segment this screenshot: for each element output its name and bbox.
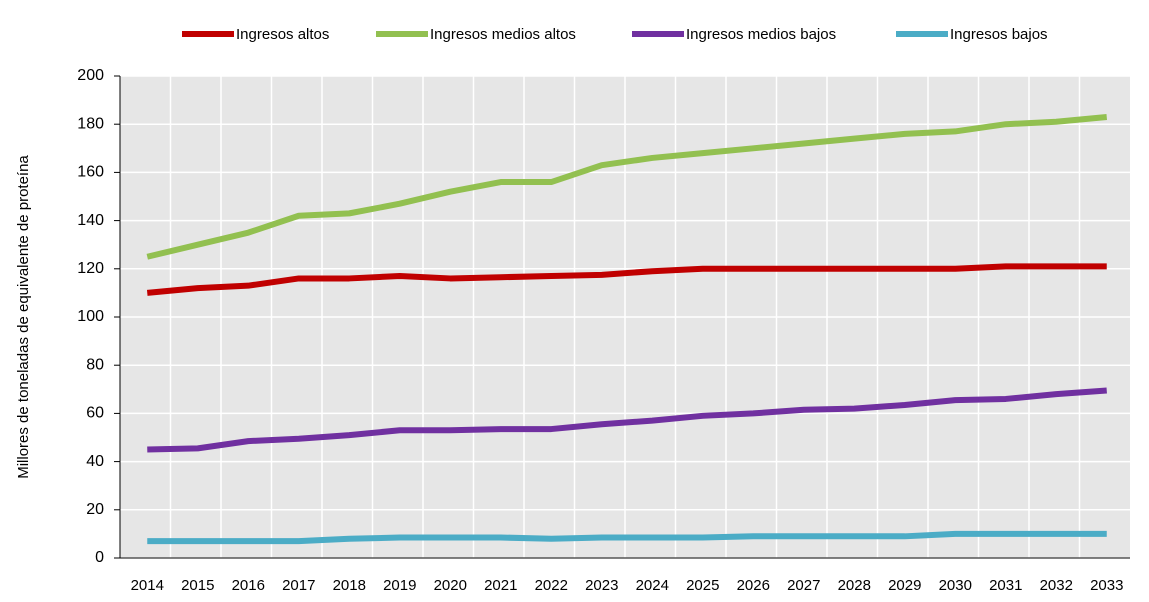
x-tick-label: 2026	[737, 577, 770, 594]
x-tick-label: 2032	[1040, 577, 1073, 594]
x-tick-label: 2016	[232, 577, 265, 594]
y-tick-label: 200	[77, 67, 104, 84]
y-tick-label: 160	[77, 164, 104, 181]
y-tick-label: 100	[77, 308, 104, 325]
x-tick-label: 2029	[888, 577, 921, 594]
x-tick-label: 2033	[1090, 577, 1123, 594]
x-tick-label: 2024	[636, 577, 669, 594]
y-axis-label: Millores de toneladas de equivalente de …	[15, 155, 32, 479]
series-line	[147, 530, 1107, 545]
x-tick-label: 2021	[484, 577, 517, 594]
y-tick-label: 0	[95, 549, 104, 566]
legend-label: Ingresos medios altos	[430, 26, 576, 43]
x-tick-label: 2020	[434, 577, 467, 594]
legend-label: Ingresos medios bajos	[686, 26, 836, 43]
legend-label: Ingresos altos	[236, 26, 329, 43]
y-tick-label: 60	[86, 405, 104, 422]
x-tick-label: 2015	[181, 577, 214, 594]
y-tick-label: 140	[77, 212, 104, 229]
y-tick-label: 80	[86, 356, 104, 373]
legend-label: Ingresos bajos	[950, 26, 1048, 43]
y-tick-label: 40	[86, 453, 104, 470]
series-line	[146, 263, 1107, 296]
series-line	[147, 387, 1107, 453]
y-tick-label: 180	[77, 115, 104, 132]
series-line	[146, 113, 1108, 260]
x-tick-label: 2031	[989, 577, 1022, 594]
y-tick-label: 20	[86, 501, 104, 518]
x-tick-label: 2023	[585, 577, 618, 594]
x-tick-label: 2030	[939, 577, 972, 594]
x-tick-label: 2028	[838, 577, 871, 594]
x-tick-label: 2019	[383, 577, 416, 594]
y-tick-label: 120	[77, 260, 104, 277]
x-tick-label: 2025	[686, 577, 719, 594]
x-tick-label: 2022	[535, 577, 568, 594]
x-tick-label: 2018	[333, 577, 366, 594]
x-tick-label: 2014	[131, 577, 164, 594]
x-tick-label: 2027	[787, 577, 820, 594]
x-tick-label: 2017	[282, 577, 315, 594]
